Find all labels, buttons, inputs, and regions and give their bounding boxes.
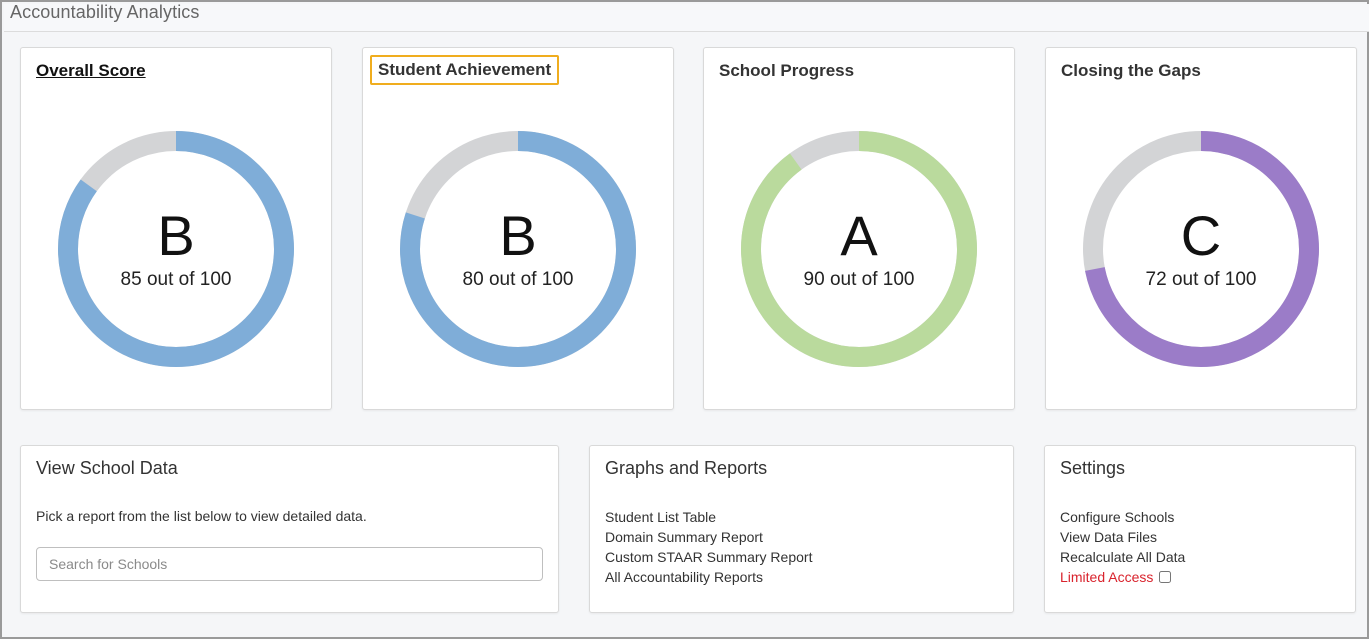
school-progress-value: 90 out of 100: [803, 269, 915, 290]
domain-summary-report-link[interactable]: Domain Summary Report: [605, 529, 763, 545]
app-title: Accountability Analytics: [10, 2, 200, 22]
graphs-and-reports-list: Student List Table Domain Summary Report…: [605, 507, 812, 587]
student-achievement-value: 80 out of 100: [462, 269, 574, 290]
view-school-data-panel: View School Data Pick a report from the …: [20, 445, 559, 613]
donut-score-arc: [58, 131, 294, 367]
score-card-student-achievement: Student Achievement B 80 out of 100: [362, 47, 674, 410]
settings-list: Configure Schools View Data Files Recalc…: [1060, 507, 1185, 587]
closing-the-gaps-value: 72 out of 100: [1145, 269, 1257, 290]
score-card-overall: Overall Score B 85 out of 100: [20, 47, 332, 410]
view-school-data-description: Pick a report from the list below to vie…: [36, 508, 367, 524]
overall-score-value: 85 out of 100: [120, 269, 232, 290]
all-accountability-reports-link[interactable]: All Accountability Reports: [605, 569, 763, 585]
settings-panel: Settings Configure Schools View Data Fil…: [1044, 445, 1356, 613]
school-progress-donut: [741, 131, 977, 367]
limited-access-label[interactable]: Limited Access: [1060, 569, 1154, 585]
app-header: Accountability Analytics: [4, 2, 1369, 32]
donut-score-arc: [1083, 131, 1319, 367]
closing-the-gaps-title[interactable]: Closing the Gaps: [1061, 61, 1201, 80]
school-progress-grade: A: [840, 204, 878, 267]
search-schools-input[interactable]: [36, 547, 543, 581]
limited-access-row: Limited Access: [1060, 567, 1185, 587]
closing-the-gaps-donut: [1083, 131, 1319, 367]
settings-title: Settings: [1060, 458, 1126, 478]
recalculate-all-data-link[interactable]: Recalculate All Data: [1060, 549, 1186, 565]
configure-schools-link[interactable]: Configure Schools: [1060, 509, 1175, 525]
donut-score-arc: [741, 131, 977, 367]
overall-score-link[interactable]: Overall Score: [36, 61, 146, 80]
student-achievement-donut: [400, 131, 636, 367]
view-school-data-title: View School Data: [36, 458, 178, 478]
graphs-and-reports-title: Graphs and Reports: [605, 458, 768, 478]
student-achievement-title[interactable]: Student Achievement: [370, 55, 560, 85]
view-data-files-link[interactable]: View Data Files: [1060, 529, 1158, 545]
student-achievement-grade: B: [499, 204, 537, 267]
custom-staar-summary-report-link[interactable]: Custom STAAR Summary Report: [605, 549, 813, 565]
limited-access-checkbox[interactable]: [1159, 571, 1172, 583]
graphs-and-reports-panel: Graphs and Reports Student List Table Do…: [589, 445, 1014, 613]
overall-score-donut: [58, 131, 294, 367]
score-card-school-progress: School Progress A 90 out of 100: [703, 47, 1015, 410]
closing-the-gaps-grade: C: [1180, 204, 1222, 267]
donut-score-arc: [400, 131, 636, 367]
student-list-table-link[interactable]: Student List Table: [605, 509, 717, 525]
score-card-closing-the-gaps: Closing the Gaps C 72 out of 100: [1045, 47, 1357, 410]
overall-score-grade: B: [157, 204, 195, 267]
school-progress-title[interactable]: School Progress: [719, 61, 855, 80]
